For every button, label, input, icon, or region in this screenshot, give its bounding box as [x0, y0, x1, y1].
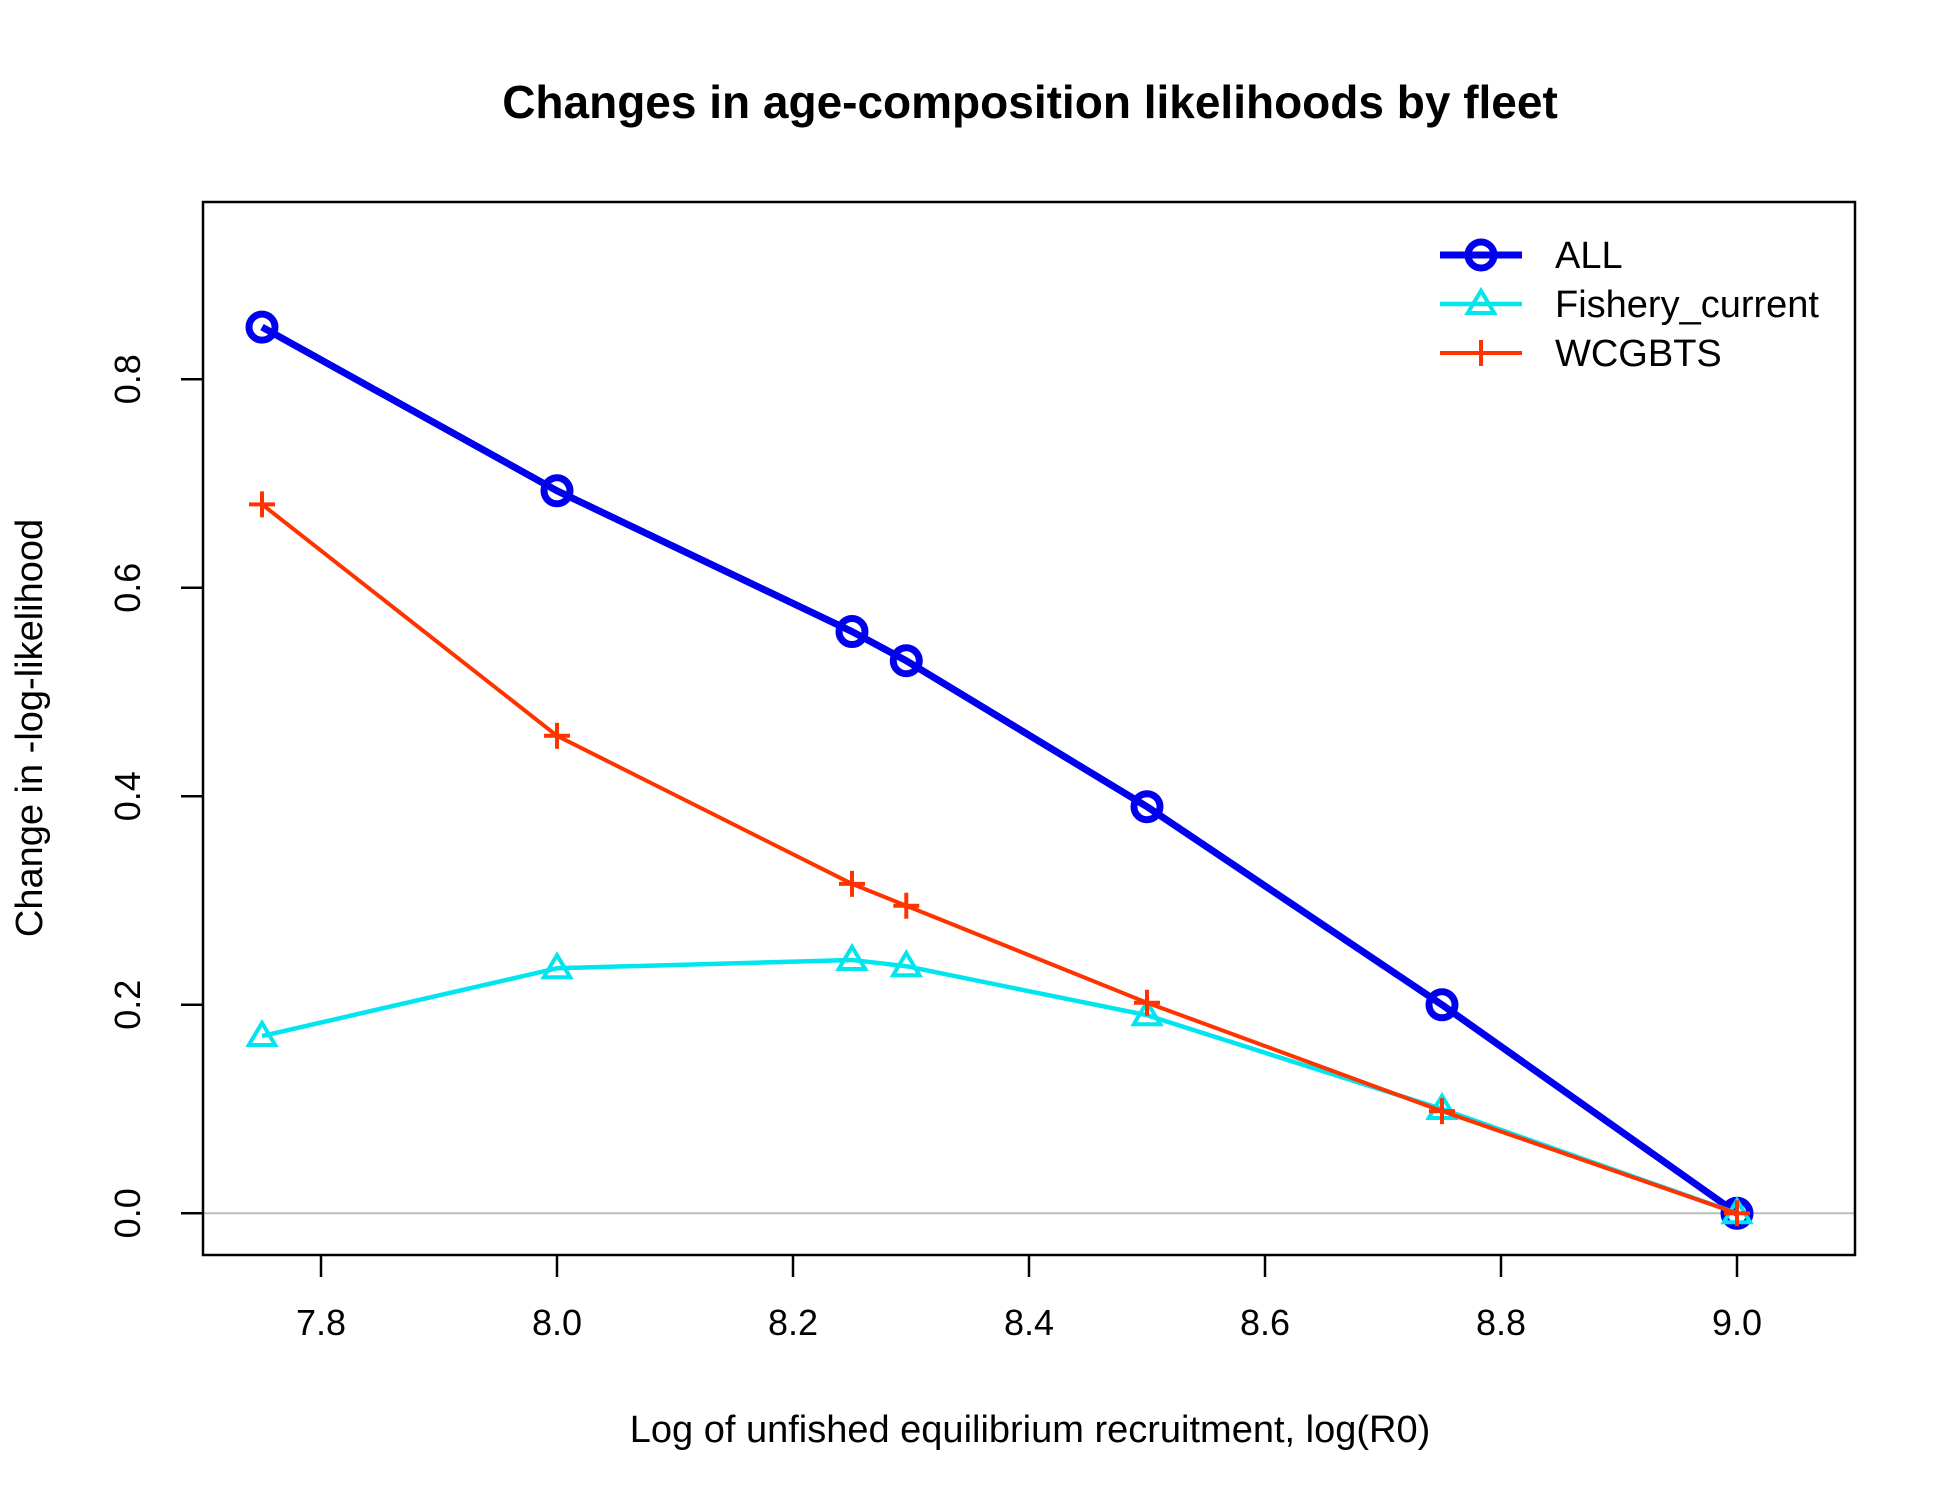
series-line-wcgbts	[260, 502, 1738, 1216]
y-tick-label: 0.0	[107, 1188, 148, 1238]
x-tick-label: 8.8	[1476, 1302, 1526, 1343]
y-tick-label: 0.4	[107, 771, 148, 821]
y-axis-label: Change in -log-likelihood	[9, 519, 51, 937]
y-tick-label: 0.2	[107, 980, 148, 1030]
series-all	[245, 310, 1754, 1230]
x-tick-label: 8.0	[532, 1302, 582, 1343]
x-tick-label: 8.2	[768, 1302, 818, 1343]
data-point-all	[1130, 790, 1164, 824]
x-tick-label: 8.6	[1240, 1302, 1290, 1343]
legend-item-fishery-current: Fishery_current	[1440, 284, 1819, 326]
x-axis-label: Log of unfished equilibrium recruitment,…	[630, 1409, 1431, 1451]
legend-label: WCGBTS	[1555, 333, 1722, 375]
data-point-wcgbts	[544, 722, 570, 749]
chart-title: Changes in age-composition likelihoods b…	[502, 76, 1558, 128]
data-point-wcgbts	[893, 892, 920, 919]
data-point-fishery-current	[1130, 998, 1164, 1027]
data-point-all	[1425, 988, 1459, 1022]
data-point-fishery-current	[835, 942, 869, 971]
data-point-all	[540, 474, 574, 508]
x-tick-label: 9.0	[1712, 1302, 1762, 1343]
data-point-fishery-current	[889, 949, 923, 978]
legend-marker	[1468, 340, 1494, 366]
data-point-all	[889, 644, 923, 678]
legend-item-wcgbts: WCGBTS	[1440, 333, 1722, 375]
data-point-wcgbts	[1429, 1098, 1455, 1125]
plot-area: 7.8 8.0 8.2 8.4 8.6 8.8 9.0 0.0 0.2 0.4 0.6 0.8	[107, 200, 1857, 1343]
series-line-fishery-current	[261, 957, 1738, 1216]
data-point-fishery-current	[245, 1018, 279, 1048]
legend-marker	[1464, 238, 1498, 272]
data-point-wcgbts	[1724, 1200, 1750, 1227]
legend-item-all: ALL	[1440, 235, 1623, 277]
data-point-wcgbts	[839, 870, 865, 897]
series-fishery-current	[245, 942, 1754, 1225]
series-line-all	[260, 324, 1740, 1217]
y-tick-label: 0.6	[107, 563, 148, 613]
x-tick-label: 8.4	[1004, 1302, 1054, 1343]
legend-label: ALL	[1555, 235, 1623, 277]
data-point-all	[245, 310, 279, 344]
legend: ALL Fishery_current WCGBTS	[1440, 235, 1819, 375]
data-point-fishery-current	[540, 951, 574, 980]
data-point-wcgbts	[249, 491, 275, 518]
x-tick-label: 7.8	[296, 1302, 346, 1343]
legend-marker	[1464, 286, 1498, 315]
data-point-wcgbts	[1134, 989, 1160, 1016]
data-point-all	[835, 615, 869, 649]
series-wcgbts	[249, 491, 1750, 1227]
legend-label: Fishery_current	[1555, 284, 1819, 326]
y-tick-label: 0.8	[107, 354, 148, 404]
